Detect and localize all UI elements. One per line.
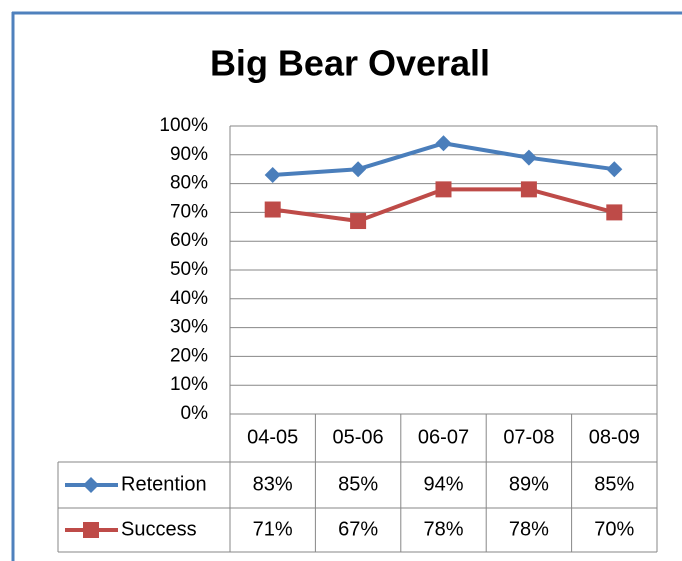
y-tick-label: 10%: [170, 374, 208, 395]
table-value: 85%: [594, 473, 634, 495]
y-tick-label: 40%: [170, 288, 208, 309]
marker: [606, 161, 623, 178]
table-value: 89%: [509, 473, 549, 495]
y-tick-label: 80%: [170, 173, 208, 194]
table-value: 71%: [253, 518, 293, 540]
marker: [350, 213, 367, 230]
table-value: 78%: [509, 518, 549, 540]
x-tick-label: 08-09: [589, 426, 640, 448]
legend-label: Retention: [121, 473, 207, 495]
table-value: 83%: [253, 473, 293, 495]
marker: [264, 166, 281, 183]
x-tick-label: 07-08: [503, 426, 554, 448]
marker: [264, 201, 281, 218]
y-tick-label: 0%: [181, 403, 209, 424]
x-tick-label: 05-06: [333, 426, 384, 448]
table-value: 78%: [423, 518, 463, 540]
x-tick-label: 06-07: [418, 426, 469, 448]
x-tick-label: 04-05: [247, 426, 298, 448]
marker: [606, 204, 623, 221]
y-tick-label: 60%: [170, 230, 208, 251]
table-value: 70%: [594, 518, 634, 540]
marker: [83, 477, 99, 493]
marker: [520, 149, 537, 166]
legend-label: Success: [121, 518, 197, 540]
y-tick-label: 70%: [170, 201, 208, 222]
y-tick-label: 20%: [170, 345, 208, 366]
marker: [435, 135, 452, 152]
y-tick-label: 30%: [170, 317, 208, 338]
marker: [83, 522, 99, 538]
y-tick-label: 100%: [159, 115, 208, 136]
y-tick-label: 50%: [170, 259, 208, 280]
table-value: 94%: [423, 473, 463, 495]
chart-title: Big Bear Overall: [210, 43, 490, 84]
marker: [520, 181, 537, 198]
table-value: 85%: [338, 473, 378, 495]
marker: [435, 181, 452, 198]
table-value: 67%: [338, 518, 378, 540]
marker: [350, 161, 367, 178]
y-tick-label: 90%: [170, 144, 208, 165]
